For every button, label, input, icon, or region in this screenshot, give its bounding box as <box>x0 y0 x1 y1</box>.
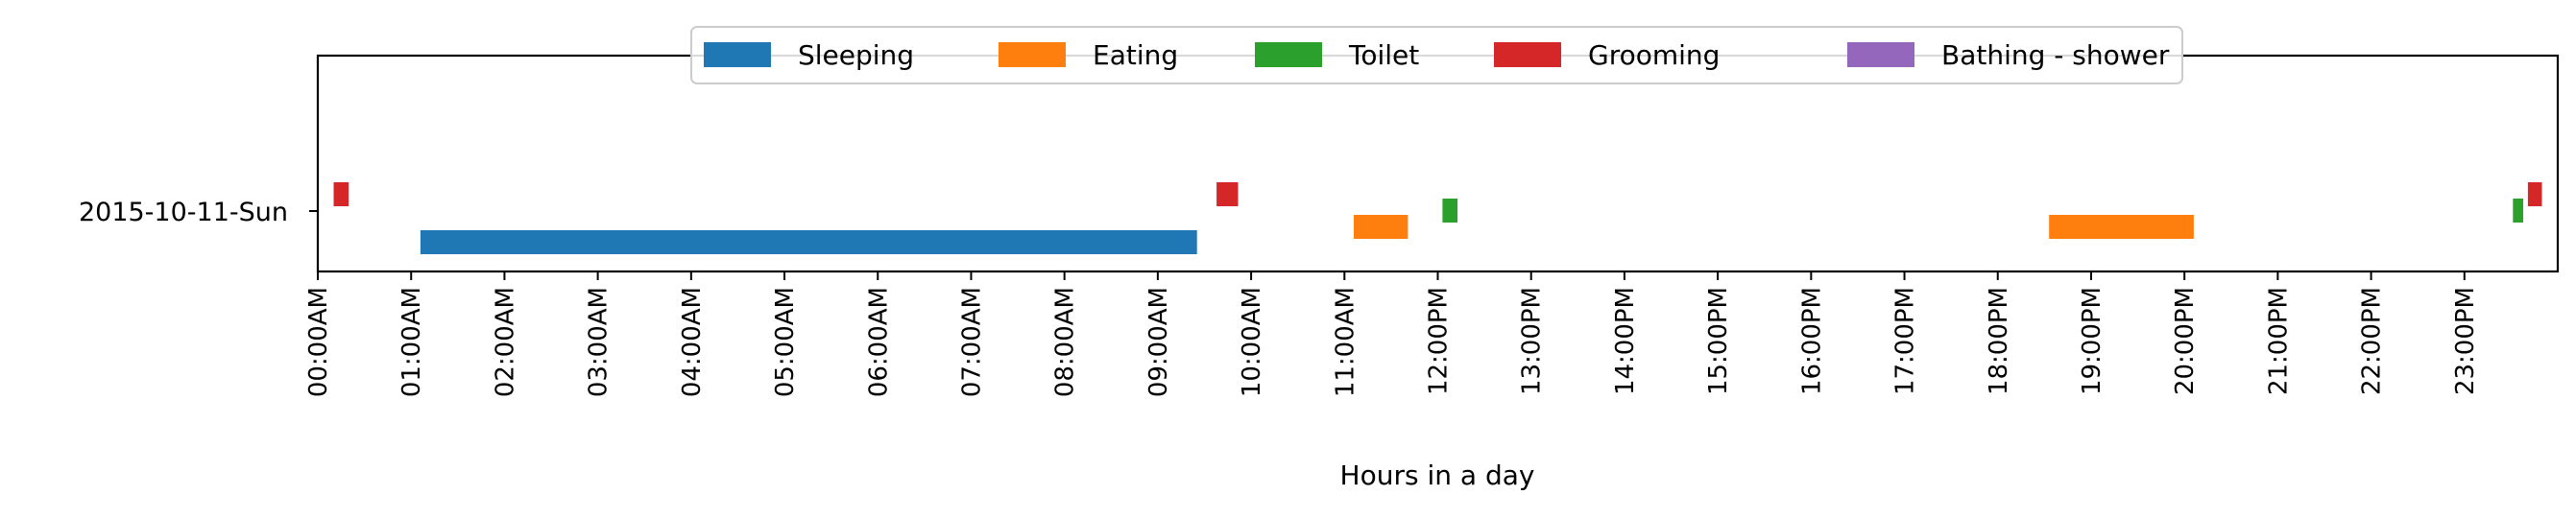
bar-toilet <box>1442 199 1457 223</box>
x-tick-label: 11:00AM <box>1331 287 1360 397</box>
x-tick-label: 14:00PM <box>1611 287 1640 395</box>
x-tick-label: 18:00PM <box>1985 287 2013 395</box>
x-tick-label: 09:00AM <box>1144 287 1173 397</box>
x-tick-label: 12:00PM <box>1425 287 1454 395</box>
legend-swatch-eating <box>999 42 1066 67</box>
legend-label-eating: Eating <box>1093 39 1178 71</box>
x-tick-label: 08:00AM <box>1051 287 1080 397</box>
x-tick-label: 20:00PM <box>2171 287 2200 395</box>
activity-bars <box>333 182 2542 254</box>
x-tick-label: 22:00PM <box>2358 287 2387 395</box>
legend-swatch-toilet <box>1255 42 1322 67</box>
x-tick-label: 03:00AM <box>585 287 614 397</box>
legend-swatch-grooming <box>1494 42 1561 67</box>
x-tick-label: 01:00AM <box>397 287 426 397</box>
legend-label-bathing-shower: Bathing - shower <box>1941 39 2170 71</box>
x-axis: 00:00AM 01:00AM 02:00AM 03:00AM 04:00AM 05:00… <box>304 271 2480 397</box>
x-tick-label: 19:00PM <box>2078 287 2107 395</box>
y-tick-label: 2015-10-11-Sun <box>79 198 288 227</box>
x-tick-label: 00:00AM <box>304 287 333 397</box>
x-tick-label: 07:00AM <box>957 287 986 397</box>
x-tick-label: 06:00AM <box>864 287 893 397</box>
bar-grooming <box>1216 182 1239 206</box>
bar-eating <box>2049 215 2194 239</box>
x-tick-label: 13:00PM <box>1518 287 1547 395</box>
legend: Sleeping Eating Toilet Grooming Bathing - sh… <box>690 26 2183 84</box>
x-tick-label: 05:00AM <box>771 287 800 397</box>
x-tick-label: 10:00AM <box>1238 287 1266 397</box>
legend-label-toilet: Toilet <box>1348 39 1419 71</box>
y-axis: 2015-10-11-Sun <box>79 198 318 227</box>
legend-label-sleeping: Sleeping <box>798 39 914 71</box>
legend-swatch-sleeping <box>704 42 771 67</box>
bar-sleeping <box>420 230 1197 254</box>
bar-eating <box>1354 215 1408 239</box>
bar-grooming <box>333 182 349 206</box>
x-tick-label: 16:00PM <box>1797 287 1826 395</box>
x-tick-label: 02:00AM <box>491 287 519 397</box>
x-tick-label: 23:00PM <box>2451 287 2480 395</box>
bar-toilet <box>2513 199 2523 223</box>
legend-label-grooming: Grooming <box>1588 39 1720 71</box>
x-tick-label: 15:00PM <box>1704 287 1733 395</box>
x-tick-label: 21:00PM <box>2264 287 2293 395</box>
bar-grooming <box>2527 182 2542 206</box>
x-axis-label: Hours in a day <box>1340 459 1535 491</box>
legend-swatch-bathing-shower <box>1847 42 1914 67</box>
x-tick-label: 17:00PM <box>1891 287 1920 395</box>
x-tick-label: 04:00AM <box>678 287 707 397</box>
legend-frame <box>690 26 2183 84</box>
